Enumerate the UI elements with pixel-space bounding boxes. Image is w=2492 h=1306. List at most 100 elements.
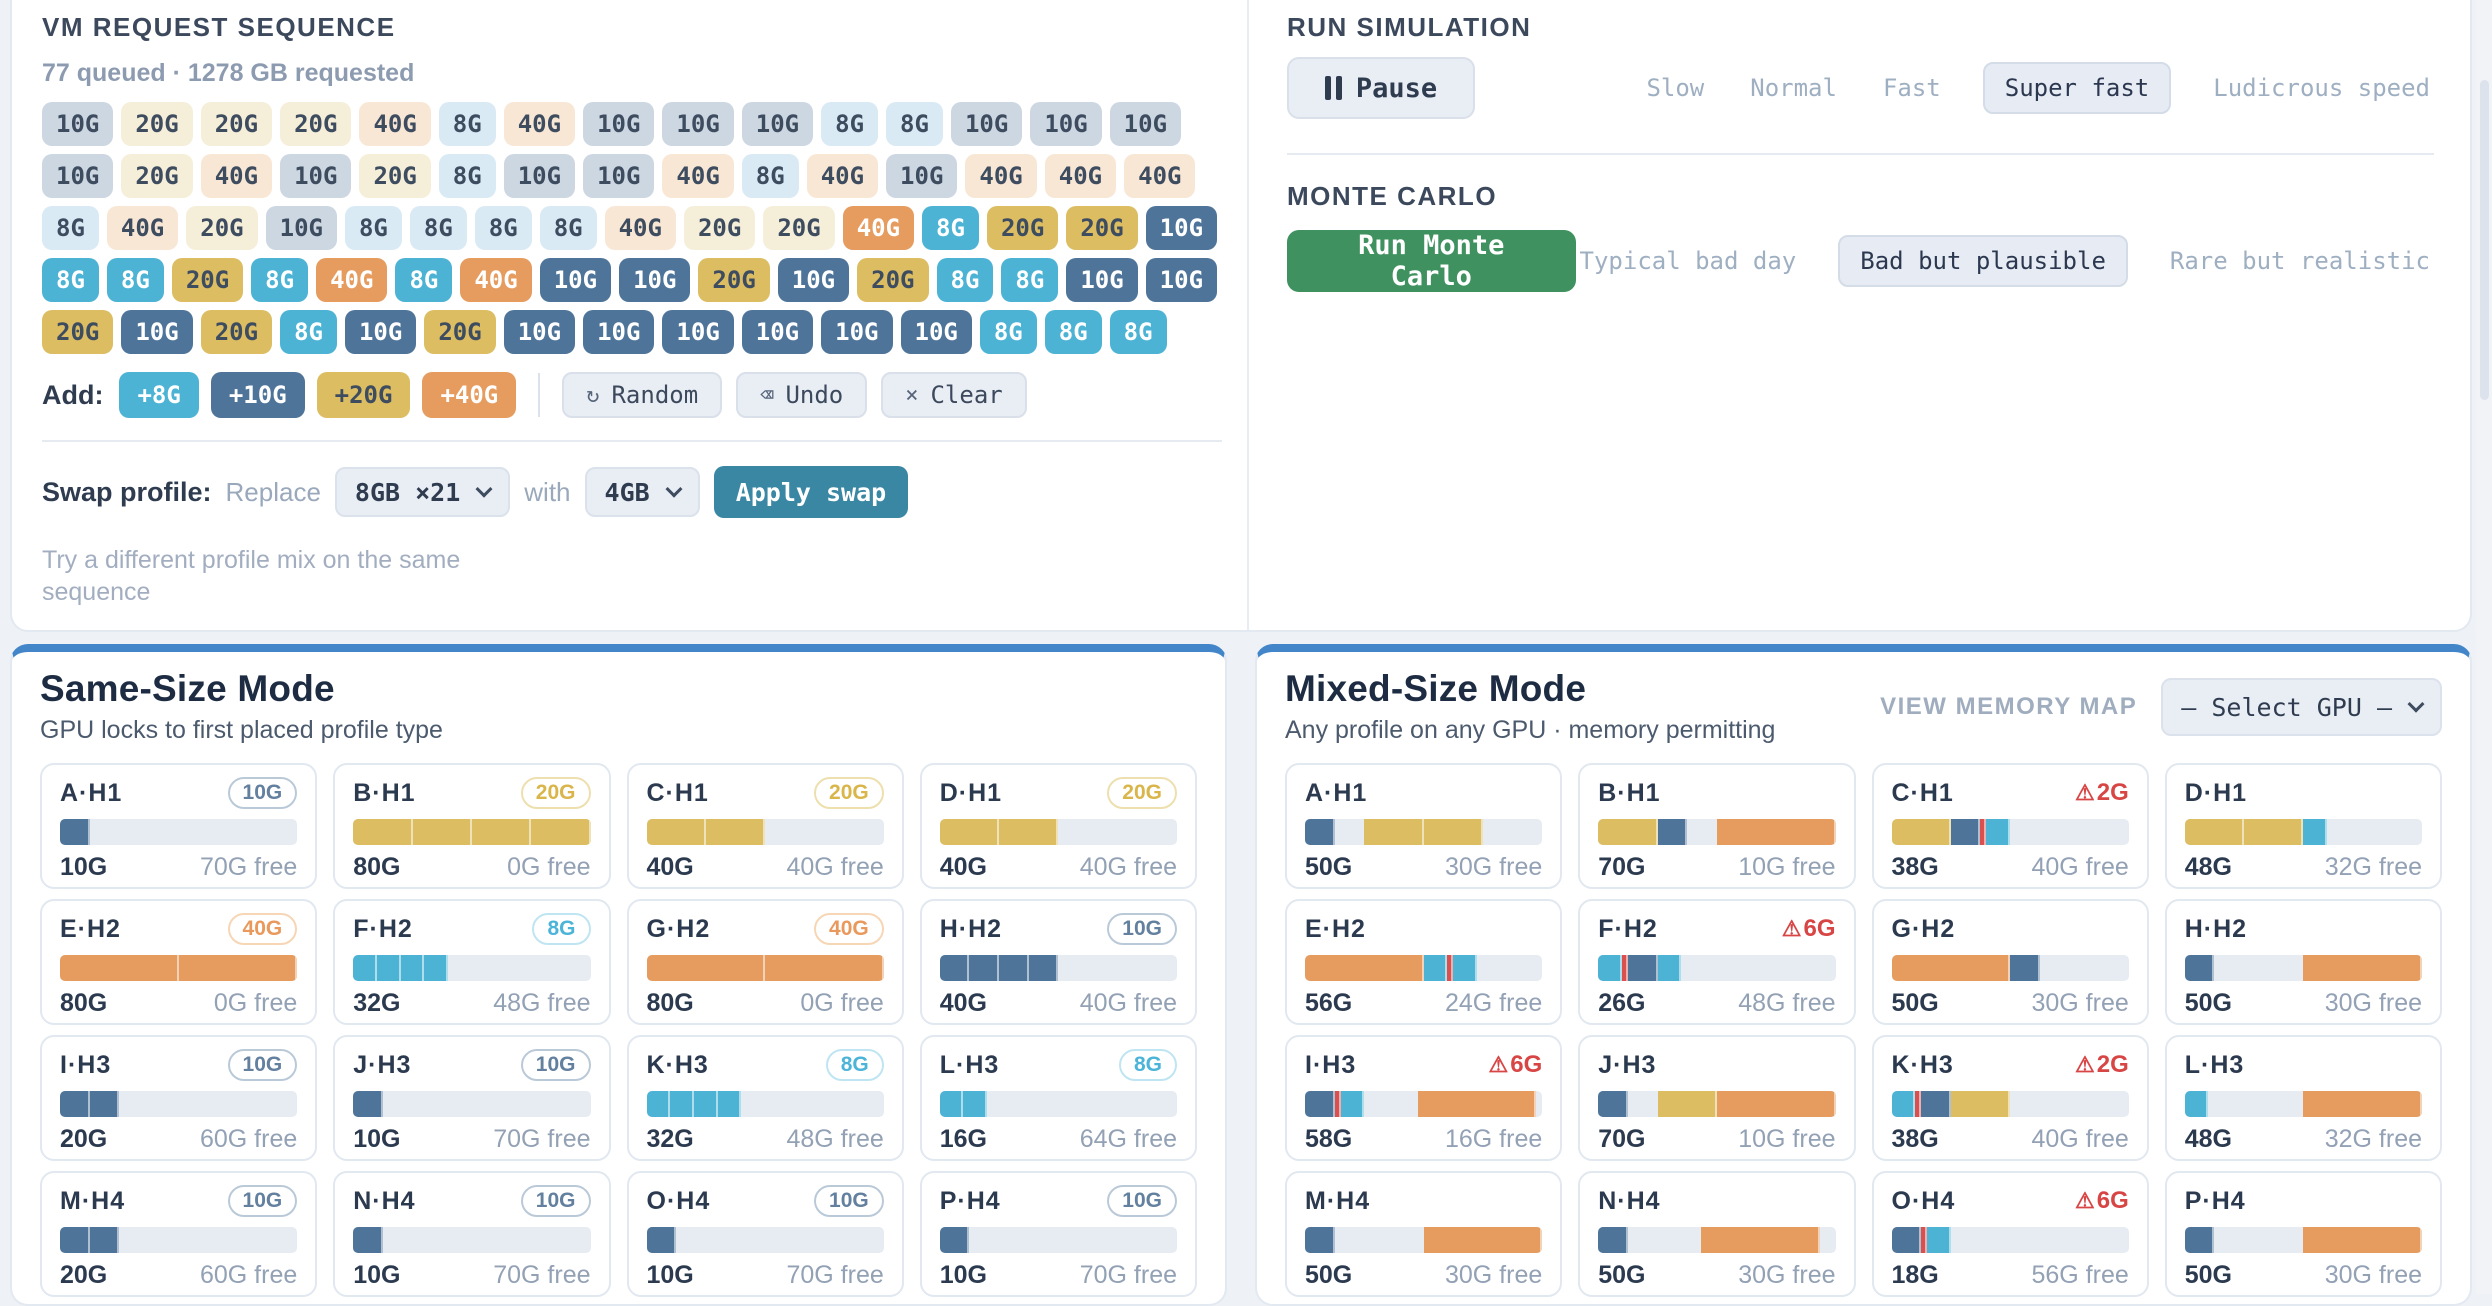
gpu-free-amount: 0G free: [507, 853, 591, 881]
gpu-select[interactable]: – Select GPU –: [2161, 678, 2442, 736]
gpu-name: L·H3: [2184, 1050, 2245, 1079]
profile-lock-badge: 10G: [814, 1185, 884, 1217]
vm-chip: 40G: [503, 102, 576, 146]
gpu-free-amount: 70G free: [1079, 1261, 1177, 1289]
vm-chip: 8G: [438, 102, 496, 146]
memory-allocation-segment: [939, 819, 1000, 845]
gpu-used-amount: 10G: [646, 1261, 694, 1289]
memory-allocation-segment: [1657, 1091, 1717, 1117]
add-40g-button[interactable]: +40G: [422, 372, 517, 418]
memory-allocation-segment: [412, 819, 472, 845]
memory-bar: [60, 955, 298, 981]
memory-waste-segment: [1980, 819, 1987, 845]
gpu-name: B·H1: [353, 778, 416, 807]
vm-chip: 10G: [662, 102, 734, 146]
memory-bar: [60, 1227, 298, 1253]
gpu-name: H·H2: [939, 914, 1003, 943]
swap-to-select[interactable]: 4GB: [584, 467, 700, 517]
gpu-used-amount: 40G: [939, 989, 988, 1017]
memory-bar: [2184, 955, 2422, 981]
gpu-free-amount: 10G free: [1738, 1125, 1836, 1153]
gpu-name: N·H4: [353, 1186, 416, 1215]
speed-option-fast[interactable]: Fast: [1882, 74, 1941, 102]
memory-allocation-segment: [1028, 955, 1059, 981]
memory-allocation-segment: [1657, 955, 1682, 981]
memory-allocation-segment: [1340, 1091, 1365, 1117]
speed-option-ludicrous-speed[interactable]: Ludicrous speed: [2213, 74, 2430, 102]
speed-option-super-fast[interactable]: Super fast: [1982, 62, 2172, 114]
pause-button[interactable]: Pause: [1287, 57, 1475, 119]
memory-allocation-segment: [1950, 1091, 2011, 1117]
add-10g-button[interactable]: +10G: [210, 372, 305, 418]
swap-from-select[interactable]: 8GB ×21: [334, 467, 511, 517]
gpu-name: H·H2: [2184, 914, 2248, 943]
warning-icon: ⚠: [1488, 1052, 1509, 1077]
gpu-used-amount: 70G: [1598, 853, 1646, 881]
add-20g-button[interactable]: +20G: [316, 372, 411, 418]
gpu-card: I·H3 10G 20G 60G free: [40, 1035, 318, 1161]
memory-allocation-segment: [2303, 1091, 2422, 1117]
gpu-used-amount: 50G: [1598, 1261, 1646, 1289]
gpu-free-amount: 70G free: [493, 1125, 591, 1153]
gpu-free-amount: 10G free: [1738, 853, 1836, 881]
chevron-down-icon: [665, 480, 683, 498]
mixed-size-subtitle: Any profile on any GPU · memory permitti…: [1285, 716, 1776, 744]
undo-button[interactable]: ⌫ Undo: [736, 372, 868, 418]
gpu-used-amount: 10G: [353, 1261, 401, 1289]
memory-allocation-segment: [60, 1091, 90, 1117]
gpu-card: P·H4 50G 30G free: [2164, 1171, 2442, 1297]
gpu-used-amount: 58G: [1305, 1125, 1353, 1153]
vm-chip: 10G: [503, 310, 576, 354]
gpu-card: C·H1 ⚠ 2G 38G 40G free: [1871, 763, 2149, 889]
gpu-used-amount: 50G: [1305, 1261, 1353, 1289]
clear-button[interactable]: × Clear: [881, 372, 1027, 418]
gpu-free-amount: 30G free: [1444, 1261, 1543, 1289]
vm-chip: 10G: [280, 154, 352, 198]
scenario-option-typical-bad-day[interactable]: Typical bad day: [1579, 247, 1797, 275]
vm-chip: 10G: [886, 154, 958, 198]
gpu-card: N·H4 10G 10G 70G free: [333, 1171, 611, 1297]
vm-chip: 8G: [344, 206, 402, 250]
memory-allocation-segment: [1305, 1091, 1335, 1117]
memory-allocation-segment: [376, 955, 401, 981]
profile-lock-badge: 40G: [227, 913, 298, 945]
vm-chip: 40G: [359, 102, 431, 146]
gpu-card: E·H2 40G 80G 0G free: [40, 899, 318, 1025]
memory-allocation-segment: [353, 819, 413, 845]
gpu-free-amount: 40G free: [2031, 853, 2129, 881]
memory-allocation-segment: [646, 1227, 677, 1253]
memory-allocation-segment: [670, 1091, 694, 1117]
memory-bar: [2184, 1091, 2422, 1117]
gpu-name: D·H1: [939, 778, 1003, 807]
speed-option-normal[interactable]: Normal: [1750, 74, 1837, 102]
random-button[interactable]: ↻ Random: [562, 372, 723, 418]
profile-lock-badge: 20G: [520, 777, 591, 809]
memory-bar: [1305, 1227, 1543, 1253]
apply-swap-button[interactable]: Apply swap: [713, 466, 909, 518]
memory-map-tools: VIEW MEMORY MAP – Select GPU –: [1880, 678, 2442, 736]
add-8g-button[interactable]: +8G: [119, 372, 199, 418]
gpu-card: E·H2 56G 24G free: [1285, 899, 1563, 1025]
memory-allocation-segment: [2303, 1227, 2422, 1253]
with-label: with: [524, 476, 571, 507]
scrollbar[interactable]: [2476, 0, 2492, 1294]
vm-chip: 40G: [106, 206, 179, 250]
gpu-used-amount: 80G: [646, 989, 694, 1017]
memory-allocation-segment: [178, 955, 298, 981]
fragmentation-warning: ⚠ 2G: [2075, 1051, 2129, 1079]
warning-amount: 2G: [2096, 779, 2129, 806]
memory-bar: [353, 1227, 591, 1253]
memory-gap-segment: [1335, 1227, 1424, 1253]
memory-allocation-segment: [2010, 955, 2040, 981]
scenario-option-rare-but-realistic[interactable]: Rare but realistic: [2169, 247, 2430, 275]
run-monte-carlo-button[interactable]: Run Monte Carlo: [1287, 230, 1576, 292]
vm-chip: 10G: [583, 102, 655, 146]
gpu-free-amount: 30G free: [2031, 989, 2129, 1017]
chevron-down-icon: [2407, 695, 2425, 713]
gpu-free-amount: 32G free: [2324, 853, 2422, 881]
scrollbar-thumb[interactable]: [2480, 80, 2489, 400]
speed-option-slow[interactable]: Slow: [1646, 74, 1705, 102]
vm-chip: 10G: [344, 310, 417, 354]
scenario-option-bad-but-plausible[interactable]: Bad but plausible: [1838, 235, 2128, 287]
memory-gap-segment: [1628, 1227, 1702, 1253]
